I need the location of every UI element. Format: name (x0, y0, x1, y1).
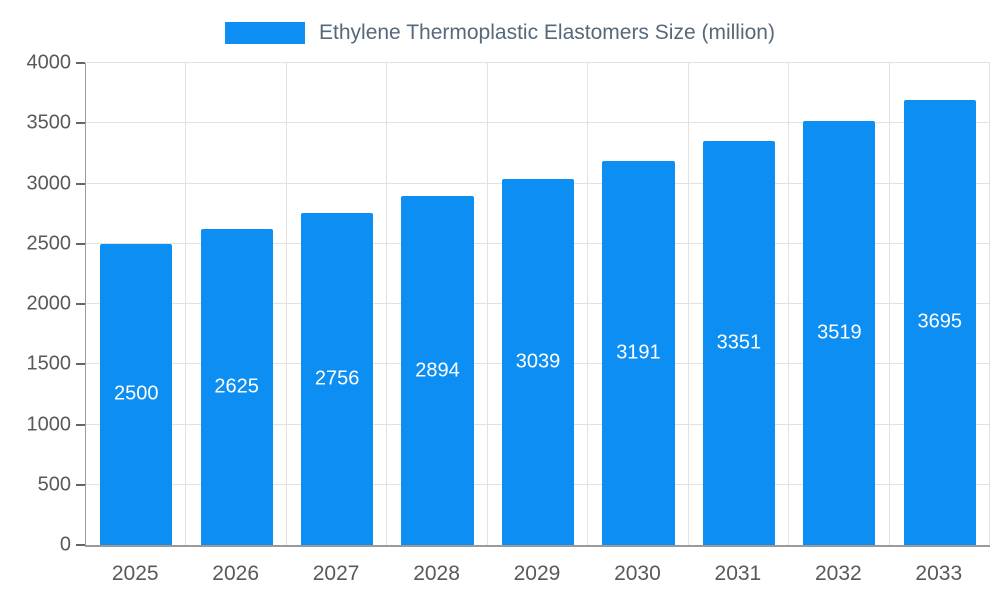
x-tick-label: 2031 (714, 562, 762, 585)
gridline-vertical (989, 63, 990, 545)
y-tick-mark (76, 303, 85, 305)
x-tick-label: 2030 (614, 562, 661, 585)
x-tick-label: 2027 (312, 562, 360, 585)
bar-value-label: 3351 (716, 331, 762, 354)
bar-value-label: 2894 (415, 359, 460, 382)
bar-2025: 2500 (100, 243, 173, 545)
x-tick-label: 2032 (814, 562, 862, 585)
bar-value-label: 3039 (515, 350, 561, 373)
gridline-vertical (486, 63, 488, 545)
gridline-vertical (587, 63, 589, 545)
y-tick-label: 2500 (26, 232, 72, 255)
y-axis-labels: 0 500 1000 1500 2000 2500 3000 3500 4000 (0, 52, 72, 556)
y-tick-label: 1500 (26, 352, 72, 375)
y-tick-mark (76, 544, 85, 546)
gridline-vertical (285, 63, 287, 545)
bar-2027: 2756 (300, 212, 374, 545)
bar-value-label: 3191 (616, 341, 661, 364)
y-tick-mark (76, 423, 85, 426)
bar-2028: 2894 (401, 196, 474, 545)
bar-2033: 3695 (903, 99, 976, 545)
bar-value-label: 2500 (113, 382, 159, 405)
gridline-horizontal (86, 62, 990, 63)
y-tick-label: 500 (37, 473, 71, 496)
bar-2030: 3191 (602, 160, 675, 545)
y-tick-mark (76, 122, 85, 125)
bar-2032: 3519 (803, 120, 876, 545)
y-tick-label: 4000 (26, 51, 72, 74)
y-axis-ticks (76, 62, 85, 546)
bar-value-label: 3519 (817, 321, 862, 344)
gridline-vertical (788, 63, 790, 545)
bar-2031: 3351 (702, 141, 776, 545)
legend-label: Ethylene Thermoplastic Elastomers Size (… (319, 21, 775, 44)
x-tick-label: 2028 (413, 562, 460, 585)
x-tick-label: 2033 (915, 562, 963, 585)
y-tick-mark (76, 182, 85, 185)
y-tick-label: 3500 (26, 111, 72, 134)
bar-2029: 3039 (501, 178, 575, 545)
y-tick-mark (76, 363, 85, 366)
x-axis-labels: 2025 2026 2027 2028 2029 2030 2031 2032 2033 (85, 556, 989, 592)
x-tick-label: 2029 (513, 562, 561, 585)
legend-swatch-icon (225, 22, 306, 44)
bar-value-label: 2625 (214, 375, 259, 398)
y-tick-label: 3000 (26, 172, 72, 194)
gridline-vertical (185, 63, 187, 545)
bar-value-label: 3695 (917, 310, 963, 333)
y-tick-label: 1000 (26, 413, 72, 435)
gridline-horizontal (86, 122, 990, 124)
plot-area: 2500 2625 2756 2894 3039 3191 3351 3519 3695 (85, 62, 990, 547)
bar-2026: 2625 (200, 228, 273, 545)
chart-legend[interactable]: Ethylene Thermoplastic Elastomers Size (… (0, 20, 1000, 46)
x-tick-label: 2026 (212, 562, 260, 585)
gridline-vertical (888, 63, 890, 545)
y-tick-mark (76, 483, 85, 486)
gridline-vertical (386, 63, 388, 545)
y-tick-mark (76, 62, 85, 64)
gridline-vertical (687, 63, 689, 545)
y-tick-label: 2000 (26, 292, 72, 315)
x-tick-label: 2025 (111, 562, 159, 585)
bar-value-label: 2756 (314, 367, 360, 390)
y-tick-label: 0 (59, 533, 71, 556)
y-tick-mark (76, 242, 85, 245)
